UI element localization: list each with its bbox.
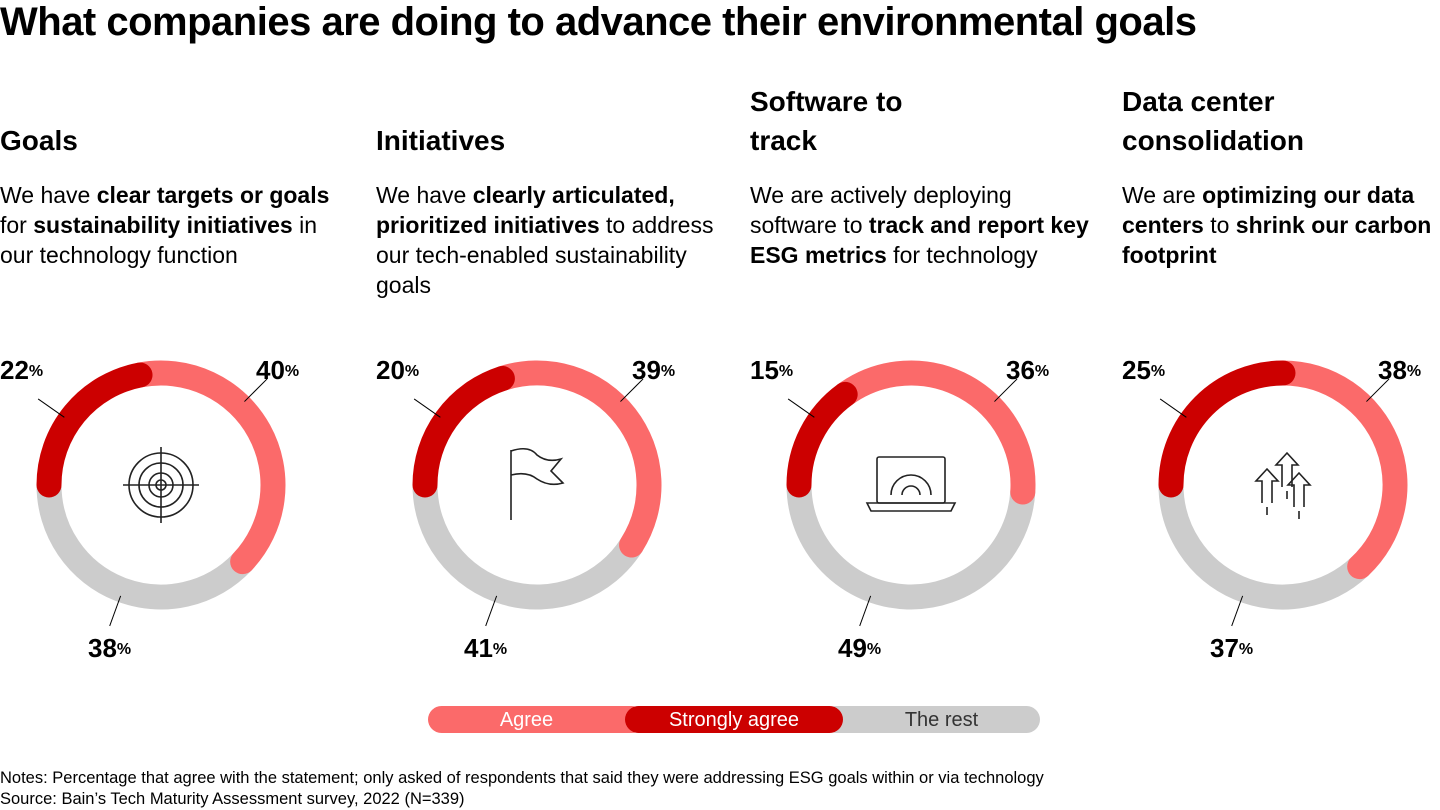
donut-segment	[1158, 472, 1373, 610]
value-label: 36%	[1006, 355, 1049, 385]
panel: Initiatives We have clearly articulated, …	[376, 84, 721, 300]
leader-line	[109, 595, 122, 627]
leader-line	[859, 595, 872, 627]
description-segment: shrink our carbon footprint	[1122, 212, 1432, 268]
panel: Goals We have clear targets or goals for …	[0, 84, 345, 270]
icon	[865, 456, 957, 512]
leader-line	[994, 378, 1018, 402]
donut-segment	[786, 381, 858, 498]
leader-line	[485, 595, 498, 627]
icon-part	[1254, 467, 1280, 503]
description-segment: sustainability initiatives	[33, 212, 293, 238]
leader-line	[1159, 398, 1187, 418]
donut-segment	[36, 362, 153, 498]
description-segment: to	[1203, 212, 1236, 238]
description-segment: for	[0, 212, 34, 238]
value-label: 38%	[1378, 355, 1421, 385]
donut-segment	[1270, 360, 1408, 580]
panel-heading: Initiatives	[376, 125, 506, 156]
icon	[1254, 451, 1312, 519]
panel-description: We have clearly articulated, prioritized…	[376, 180, 721, 300]
icon	[510, 447, 565, 520]
value-label: 38%	[88, 633, 131, 663]
icon-part	[1286, 471, 1312, 507]
panel: Data center consolidation We are optimizi…	[1122, 84, 1440, 270]
panel-heading: Data center consolidation	[1122, 86, 1304, 156]
donut-segment	[786, 472, 1036, 610]
notes: Notes: Percentage that agree with the st…	[0, 769, 1044, 787]
source: Source: Bain’s Tech Maturity Assessment …	[0, 790, 465, 808]
description-segment: We have	[0, 182, 97, 208]
leader-line	[37, 398, 65, 418]
panel: Software to track We are actively deployi…	[750, 84, 1095, 270]
value-label: 40%	[256, 355, 299, 385]
donut-segment	[412, 472, 645, 610]
description-segment: We are	[1122, 182, 1203, 208]
description-segment: track and report key ESG metrics	[750, 212, 1089, 268]
value-label: 25%	[1122, 355, 1165, 385]
donut-segment	[127, 360, 286, 575]
description-segment: to address our tech-enabled sustainabili…	[376, 212, 714, 298]
donut-segment	[832, 360, 1036, 505]
icon-part	[1274, 451, 1300, 487]
value-label: 41%	[464, 633, 507, 663]
panel-description: We are actively deploying software to tr…	[750, 180, 1095, 270]
icon-part	[876, 456, 946, 504]
legend-label: Agree	[500, 709, 553, 731]
leader-line	[244, 378, 268, 402]
legend-label: The rest	[905, 709, 979, 731]
donut-segment	[412, 365, 515, 498]
legend-swatch	[428, 706, 645, 733]
legend-label: Strongly agree	[669, 709, 799, 731]
panel-description: We have clear targets or goals for susta…	[0, 180, 345, 270]
value-label: 39%	[632, 355, 675, 385]
panel-description: We are optimizing our data centers to sh…	[1122, 180, 1440, 270]
icon-part	[865, 502, 957, 512]
icon-part	[890, 474, 932, 496]
leader-line	[787, 398, 815, 418]
description-segment: in our technology function	[0, 212, 317, 268]
description-segment: optimizing our data centers	[1122, 182, 1415, 238]
value-label: 20%	[376, 355, 419, 385]
panel-heading: Goals	[0, 125, 78, 156]
description-segment: for technology	[886, 242, 1038, 268]
panel-heading: Software to track	[750, 86, 903, 156]
description-segment: clear targets or goals	[96, 182, 330, 208]
page-title: What companies are doing to advance thei…	[0, 0, 1197, 44]
leader-line	[620, 378, 644, 402]
leader-line	[1366, 378, 1390, 402]
icon-part	[510, 447, 565, 486]
leader-line	[1231, 595, 1244, 627]
legend-swatch	[823, 706, 1040, 733]
donut-segment	[489, 360, 662, 558]
description-segment: We are actively deploying software to	[750, 182, 1012, 238]
value-label: 22%	[0, 355, 43, 385]
value-label: 15%	[750, 355, 793, 385]
donut-segment	[36, 472, 256, 610]
description-segment: We have	[376, 182, 473, 208]
value-label: 37%	[1210, 633, 1253, 663]
value-label: 49%	[838, 633, 881, 663]
leader-line	[413, 398, 441, 418]
donut-segment	[1158, 360, 1296, 498]
description-segment: clearly articulated, prioritized initiat…	[376, 182, 675, 238]
legend-swatch	[625, 706, 843, 733]
icon	[123, 447, 199, 523]
